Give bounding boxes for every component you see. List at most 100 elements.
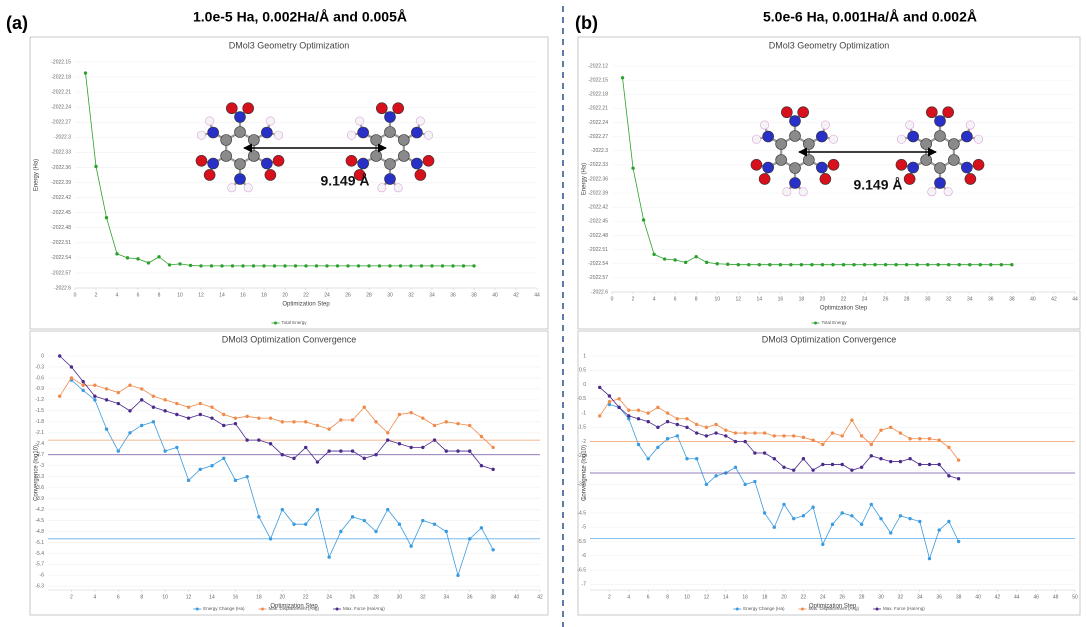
data-point (637, 417, 640, 420)
data-point (800, 263, 803, 266)
carbon-atom (803, 155, 814, 166)
y-tick-label: -2022.18 (588, 92, 608, 98)
y-tick-label: -2022.57 (51, 270, 71, 276)
nitrogen-atom (961, 162, 972, 173)
data-point (252, 264, 255, 267)
hydrogen-atom (821, 121, 829, 129)
hydrogen-atom (347, 131, 355, 139)
data-point (938, 463, 941, 466)
hydrogen-atom (394, 184, 402, 192)
data-point (128, 409, 131, 412)
data-point (744, 431, 747, 434)
y-tick-label: -2.1 (35, 430, 44, 436)
data-point (714, 474, 717, 477)
data-point (128, 384, 131, 387)
x-tick-label: 18 (799, 296, 805, 302)
data-point (763, 451, 766, 454)
x-tick-label: 4 (627, 594, 630, 600)
y-tick-label: -2022.42 (51, 195, 71, 201)
data-point (386, 438, 389, 441)
nitrogen-atom (358, 127, 369, 138)
data-point (899, 460, 902, 463)
data-point (210, 264, 213, 267)
data-point (802, 514, 805, 517)
data-point (652, 253, 655, 256)
y-tick-label: -1.5 (35, 408, 44, 414)
data-point (292, 522, 295, 525)
data-point (782, 503, 785, 506)
data-point (117, 391, 120, 394)
data-point (357, 264, 360, 267)
data-point (316, 508, 319, 511)
data-point (937, 263, 940, 266)
data-point (810, 263, 813, 266)
data-point (231, 264, 234, 267)
data-point (351, 449, 354, 452)
oxygen-atom (273, 155, 284, 166)
carbon-atom (921, 155, 932, 166)
carbon-atom (398, 135, 409, 146)
x-tick-label: 16 (778, 296, 784, 302)
nitrogen-atom (385, 174, 396, 185)
data-point (957, 458, 960, 461)
nitrogen-atom (261, 158, 272, 169)
data-point (811, 438, 814, 441)
data-point (327, 427, 330, 430)
data-point (705, 426, 708, 429)
data-point (316, 460, 319, 463)
x-tick-label: 44 (1072, 296, 1078, 302)
data-point (647, 457, 650, 460)
data-point (695, 457, 698, 460)
data-point (894, 263, 897, 266)
data-point (663, 257, 666, 260)
x-tick-label: 28 (373, 594, 379, 600)
data-point (420, 264, 423, 267)
y-tick-label: -2022.21 (51, 89, 71, 95)
legend-marker (196, 608, 199, 611)
data-point (399, 264, 402, 267)
data-point (105, 398, 108, 401)
x-tick-label: 50 (1072, 594, 1078, 600)
data-point (409, 446, 412, 449)
data-point (339, 449, 342, 452)
y-tick-label: -2022.18 (51, 74, 71, 80)
data-point (210, 416, 213, 419)
y-tick-label: -0.6 (35, 375, 44, 381)
x-tick-label: 12 (735, 296, 741, 302)
data-point (462, 264, 465, 267)
nitrogen-atom (763, 162, 774, 173)
data-point (608, 400, 611, 403)
data-point (879, 517, 882, 520)
carbon-atom (371, 135, 382, 146)
legend-label: Total Energy (281, 320, 307, 325)
y-tick-label: -6 (40, 573, 45, 579)
y-tick-label: -4.2 (35, 507, 44, 513)
carbon-atom (790, 163, 801, 174)
y-tick-label: -2022.39 (51, 180, 71, 186)
x-tick-label: 44 (534, 292, 540, 298)
data-point (889, 426, 892, 429)
data-point (93, 398, 96, 401)
carbon-atom (248, 151, 259, 162)
data-point (178, 262, 181, 265)
data-point (294, 264, 297, 267)
nitrogen-atom (208, 158, 219, 169)
oxygen-atom (265, 169, 276, 180)
y-tick-label: -1.8 (35, 419, 44, 425)
x-tick-label: 26 (345, 292, 351, 298)
y-tick-label: -1 (582, 410, 587, 416)
data-point (241, 264, 244, 267)
x-tick-label: 16 (233, 594, 239, 600)
data-point (327, 449, 330, 452)
hydrogen-atom (905, 121, 913, 129)
data-point (234, 422, 237, 425)
y-tick-label: -3 (40, 463, 45, 469)
y-tick-label: -2022.36 (51, 165, 71, 171)
y-axis-label: Convergence (log10) (34, 445, 40, 501)
data-point (737, 263, 740, 266)
data-point (676, 423, 679, 426)
x-tick-label: 2 (632, 296, 635, 302)
x-tick-label: 28 (904, 296, 910, 302)
data-point (445, 420, 448, 423)
oxygen-atom (781, 107, 792, 118)
